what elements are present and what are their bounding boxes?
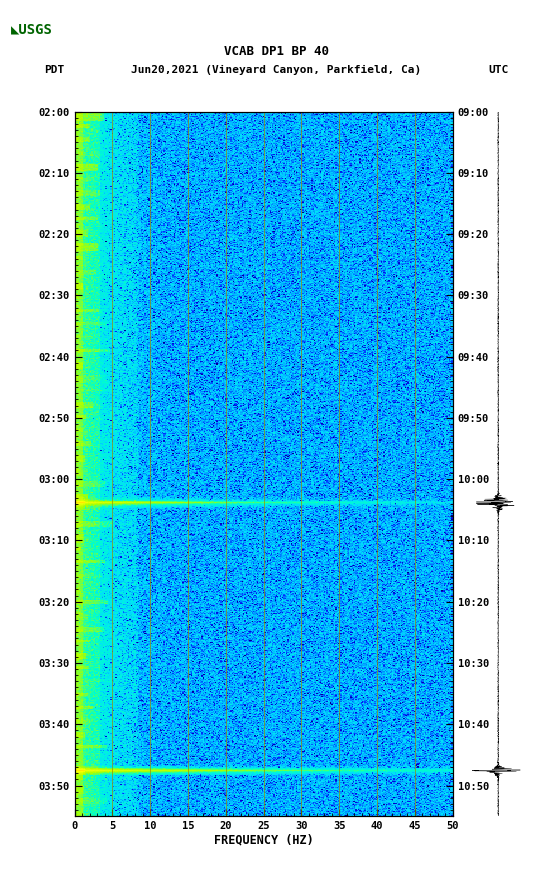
Text: UTC: UTC (489, 64, 509, 75)
Text: ◣USGS: ◣USGS (11, 22, 53, 37)
X-axis label: FREQUENCY (HZ): FREQUENCY (HZ) (214, 834, 314, 847)
Text: VCAB DP1 BP 40: VCAB DP1 BP 40 (224, 45, 328, 58)
Text: PDT: PDT (44, 64, 65, 75)
Text: Jun20,2021 (Vineyard Canyon, Parkfield, Ca): Jun20,2021 (Vineyard Canyon, Parkfield, … (131, 64, 421, 75)
